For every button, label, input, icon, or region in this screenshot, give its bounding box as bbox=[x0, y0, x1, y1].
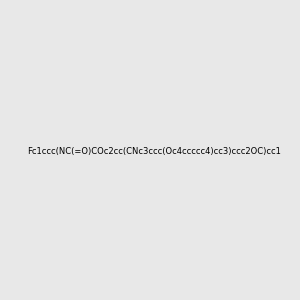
Text: Fc1ccc(NC(=O)COc2cc(CNc3ccc(Oc4ccccc4)cc3)ccc2OC)cc1: Fc1ccc(NC(=O)COc2cc(CNc3ccc(Oc4ccccc4)cc… bbox=[27, 147, 281, 156]
